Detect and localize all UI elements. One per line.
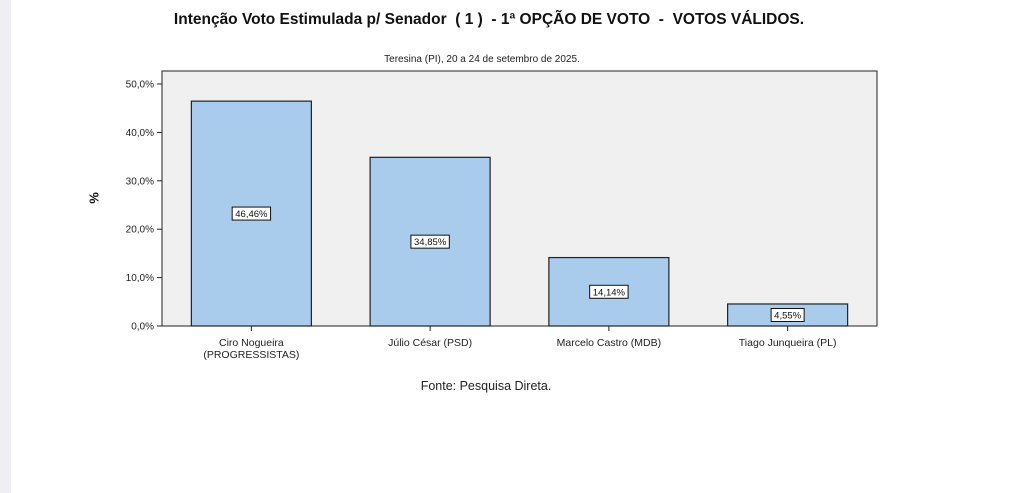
data-label: 14,14% [593,287,626,298]
x-tick-label: Júlio César (PSD) [388,337,472,349]
chart-title: Intenção Voto Estimulada p/ Senador ( 1 … [173,11,805,28]
x-tick-label: Tiago Junqueira (PL) [739,337,837,349]
data-label-box [231,206,272,221]
source-note: Fonte: Pesquisa Direta. [420,379,552,393]
data-label: 4,55% [774,310,801,321]
y-tick-label: 0,0% [131,322,154,333]
window-edge [0,0,11,493]
y-tick-label: 50,0% [126,80,154,91]
x-tick-label: Marcelo Castro (MDB) [557,337,661,349]
data-label-box [770,307,805,322]
y-tick-label: 40,0% [126,128,154,139]
y-tick-label: 20,0% [126,225,154,236]
y-tick-label: 30,0% [126,176,154,187]
data-label: 46,46% [235,209,268,220]
data-label-box [410,234,450,249]
x-tick-label: Ciro Nogueira [219,337,284,349]
x-tick-label: (PROGRESSISTAS) [203,349,299,361]
data-label-box [589,284,629,299]
data-label: 34,85% [414,237,447,248]
chart-subtitle: Teresina (PI), 20 a 24 de setembro de 20… [384,54,580,65]
y-tick-label: 10,0% [126,273,154,284]
